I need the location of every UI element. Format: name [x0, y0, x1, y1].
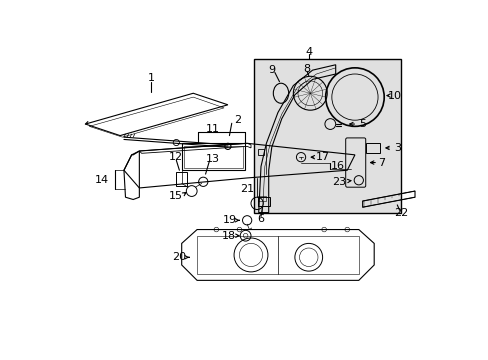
Bar	[257, 197, 270, 206]
Text: 14: 14	[95, 175, 109, 185]
Bar	[257, 149, 264, 155]
Text: 8: 8	[303, 64, 310, 75]
Text: 11: 11	[206, 125, 220, 134]
Text: 22: 22	[393, 208, 407, 217]
Text: 1: 1	[147, 73, 154, 83]
Text: 19: 19	[223, 215, 237, 225]
Text: 23: 23	[332, 177, 346, 187]
Text: 17: 17	[315, 152, 329, 162]
Bar	[183, 145, 242, 168]
Text: 20: 20	[172, 252, 186, 262]
Text: 5: 5	[358, 119, 366, 129]
Bar	[182, 143, 244, 170]
Text: 13: 13	[206, 154, 220, 164]
Text: 9: 9	[268, 65, 275, 75]
Text: 18: 18	[221, 231, 235, 241]
Text: 12: 12	[169, 152, 183, 162]
Bar	[366, 143, 380, 153]
Bar	[254, 59, 400, 213]
Text: 6: 6	[257, 214, 264, 224]
Text: 2: 2	[234, 115, 241, 125]
Bar	[197, 236, 358, 274]
Text: 4: 4	[305, 47, 312, 57]
Text: 15: 15	[169, 191, 183, 201]
Bar	[176, 172, 187, 186]
Text: 16: 16	[330, 161, 345, 171]
Text: 3: 3	[393, 143, 400, 153]
Bar	[257, 197, 265, 201]
Text: 21: 21	[240, 184, 254, 194]
Text: 7: 7	[378, 158, 385, 167]
Text: 10: 10	[387, 91, 401, 100]
